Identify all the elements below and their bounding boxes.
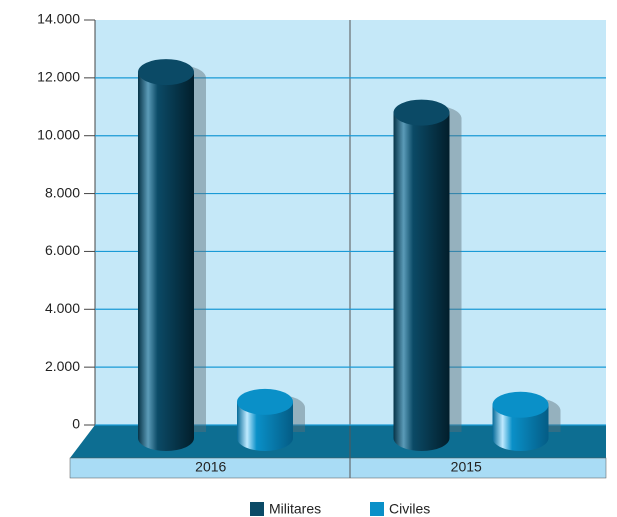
bar-top: [492, 391, 549, 418]
y-tick-label: 4.000: [45, 300, 80, 316]
bar-top: [237, 388, 293, 415]
floor: [70, 425, 606, 458]
x-tick-label: 2015: [451, 459, 482, 475]
legend-label: Militares: [269, 501, 321, 517]
bar-body: [138, 72, 194, 452]
bar: [492, 391, 561, 452]
x-tick-label: 2016: [195, 459, 226, 475]
bar: [138, 59, 206, 452]
bar-body: [237, 401, 293, 451]
bar-body: [393, 112, 450, 452]
bar: [237, 388, 305, 451]
y-tick-label: 12.000: [37, 69, 80, 85]
y-tick-label: 14.000: [37, 11, 80, 27]
y-tick-label: 6.000: [45, 242, 80, 258]
y-tick-label: 2.000: [45, 358, 80, 374]
bar-body: [492, 404, 549, 452]
legend-swatch: [370, 502, 384, 516]
bar-top: [138, 59, 194, 86]
bar: [393, 99, 462, 452]
legend-label: Civiles: [389, 501, 430, 517]
bar-top: [393, 99, 450, 126]
legend-swatch: [250, 502, 264, 516]
y-tick-label: 8.000: [45, 184, 80, 200]
category-band: [69, 457, 607, 479]
y-tick-label: 0: [72, 416, 80, 432]
y-tick-label: 10.000: [37, 126, 80, 142]
